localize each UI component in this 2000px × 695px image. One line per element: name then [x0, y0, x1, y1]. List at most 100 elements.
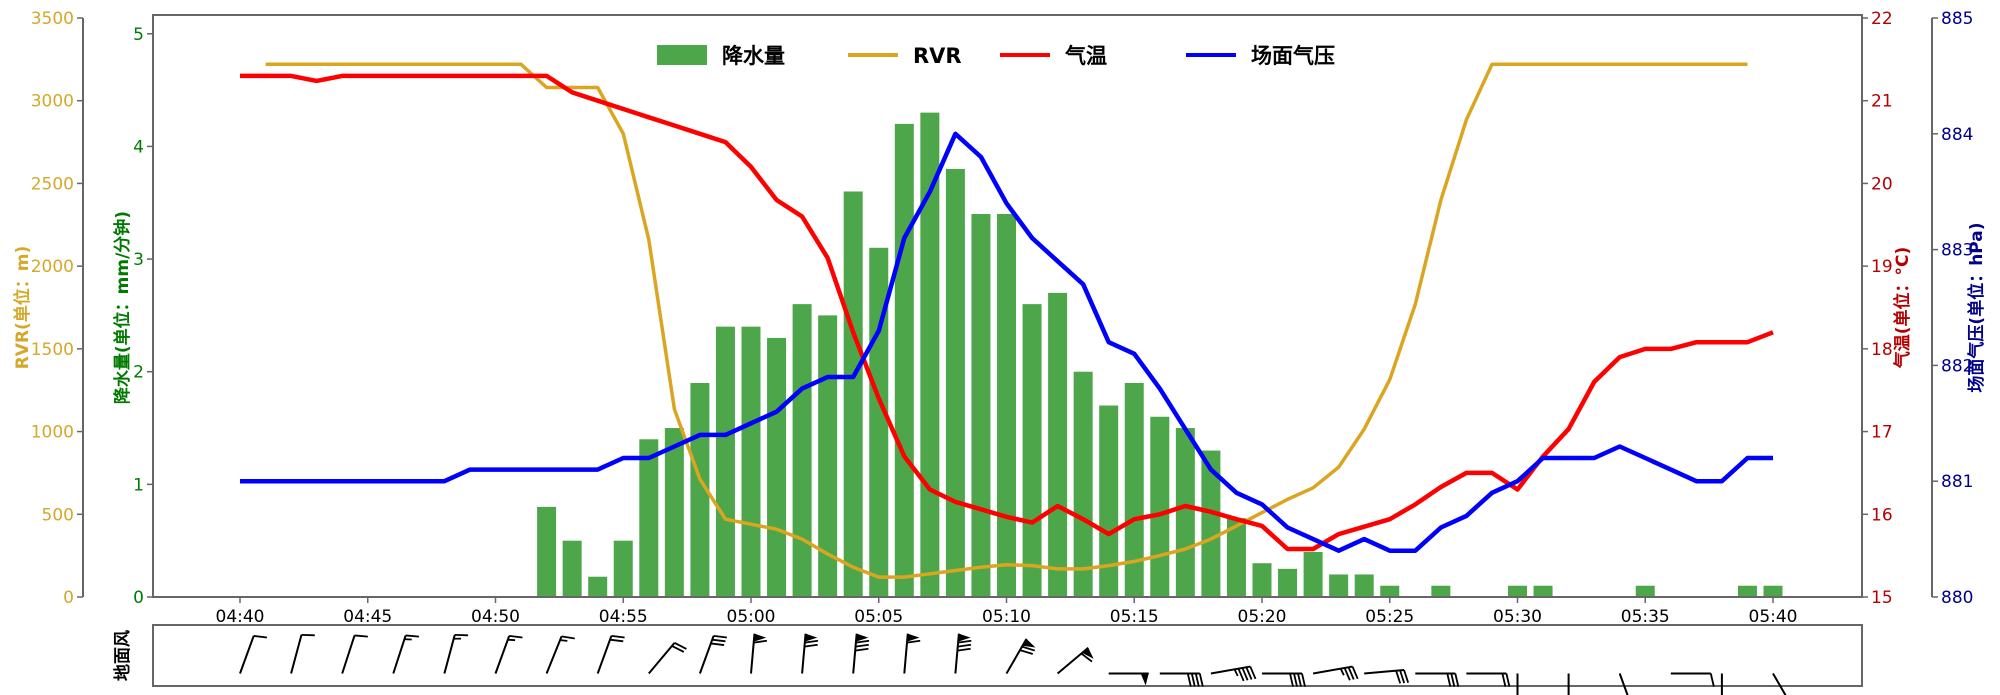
legend-label: 降水量 [722, 44, 785, 68]
wind-panel: 地面风 [112, 624, 1863, 695]
precip-bar [843, 191, 863, 597]
barb-feather [957, 647, 971, 652]
pressure-tick-label: 884 [1941, 125, 1973, 145]
precip-bar [818, 315, 838, 597]
precip-bar [613, 540, 633, 597]
temp-tick-label: 21 [1871, 92, 1893, 112]
precip-bar [1380, 585, 1400, 597]
precip-tick-label: 1 [133, 475, 144, 495]
line-pressure [240, 131, 1773, 553]
rvr-tick-label: 500 [42, 505, 74, 525]
wind-barb-icon [1108, 672, 1149, 686]
barb-staff [1618, 673, 1635, 695]
legend-label: RVR [913, 44, 962, 68]
wind-barb-icon [545, 635, 575, 674]
barb-staff [392, 635, 407, 674]
barb-feather [1249, 666, 1257, 680]
precip-bar [1150, 416, 1170, 597]
barb-flag [855, 633, 869, 642]
barb-feather [1501, 673, 1507, 687]
x-tick-label: 05:30 [1493, 607, 1542, 627]
rvr-tick-label: 2000 [31, 257, 74, 277]
barb-feather [1403, 669, 1410, 683]
barb-feather [1198, 673, 1204, 687]
barb-staff [443, 634, 456, 674]
precip-bar [588, 576, 608, 597]
wind-barb-icon [648, 642, 687, 675]
barb-feather [1301, 673, 1306, 687]
barb-feather [561, 635, 575, 640]
precip-tick-label: 5 [133, 25, 144, 45]
barb-feather [1454, 673, 1460, 687]
x-tick-label: 05:15 [1110, 607, 1159, 627]
precip-tick-label: 0 [133, 588, 144, 608]
legend-swatch-precip [657, 45, 707, 65]
temp-tick-label: 18 [1871, 340, 1893, 360]
precip-tick-label: 4 [133, 137, 144, 157]
barb-staff [341, 635, 356, 674]
barb-staff [852, 633, 858, 674]
wind-barb-icon [1516, 673, 1519, 695]
barb-feather [1297, 673, 1302, 687]
barb-feather [1080, 652, 1093, 663]
wind-barb-icon [392, 634, 420, 674]
barb-feather [1186, 673, 1192, 687]
barb-flag [753, 633, 767, 642]
barb-feather [1237, 668, 1245, 682]
barb-feather [804, 643, 818, 648]
barb-feather [1241, 667, 1249, 681]
barb-feather [1395, 670, 1402, 684]
wind-frame [152, 624, 1863, 687]
precip-bar [971, 214, 991, 597]
wind-barb-icon [1772, 673, 1794, 695]
wind-barb-icon [494, 635, 523, 674]
precip-bar [792, 304, 812, 597]
barb-feather [1245, 666, 1253, 680]
barb-feather [753, 639, 768, 644]
wind-barb-icon [596, 635, 625, 674]
barb-feather [1450, 673, 1456, 687]
rvr-tick-label: 3000 [31, 92, 74, 112]
precip-bar [1048, 292, 1068, 597]
barb-feather [253, 635, 268, 639]
barb-feather [855, 643, 869, 648]
precip-bar [767, 337, 787, 597]
barb-feather [957, 639, 972, 644]
barb-feather [804, 639, 819, 644]
rvr-axis-label: RVR(单位：m) [12, 246, 33, 370]
barb-feather [1019, 649, 1034, 655]
barb-feather [1446, 673, 1452, 687]
legend-label: 气温 [1064, 44, 1107, 68]
wind-barb-icon [698, 635, 727, 674]
temp-tick-label: 20 [1871, 174, 1893, 194]
barb-flag [907, 633, 920, 642]
barb-half-feather [1233, 668, 1239, 677]
wind-barb-icon [1312, 665, 1359, 681]
line-rvr [265, 62, 1748, 579]
wind-barb-icon [1567, 673, 1570, 695]
x-tick-label: 04:45 [343, 607, 392, 627]
wind-barb-icon [852, 633, 870, 674]
pressure-tick-label: 881 [1941, 472, 1973, 492]
rvr-tick-label: 1500 [31, 340, 74, 360]
barb-staff [801, 633, 807, 674]
precip-bar [1763, 585, 1783, 597]
x-tick-label: 04:55 [599, 607, 648, 627]
wind-barb-icon [1364, 669, 1410, 684]
barb-staff [596, 635, 613, 674]
barb-feather [354, 634, 368, 638]
barb-staff [1772, 673, 1794, 695]
precip-bar [1431, 585, 1451, 597]
temp-tick-label: 19 [1871, 257, 1893, 277]
pressure-tick-label: 882 [1941, 356, 1973, 376]
precip-bar [1252, 563, 1272, 597]
temp-tick-label: 15 [1871, 588, 1893, 608]
barb-feather [674, 642, 687, 650]
x-tick-label: 05:10 [982, 607, 1031, 627]
precip-bar [1201, 450, 1221, 597]
precip-bar [1329, 574, 1349, 597]
temp-tick-label: 17 [1871, 423, 1893, 443]
barb-half-feather [507, 638, 516, 642]
wind-barb-icon [341, 634, 368, 674]
